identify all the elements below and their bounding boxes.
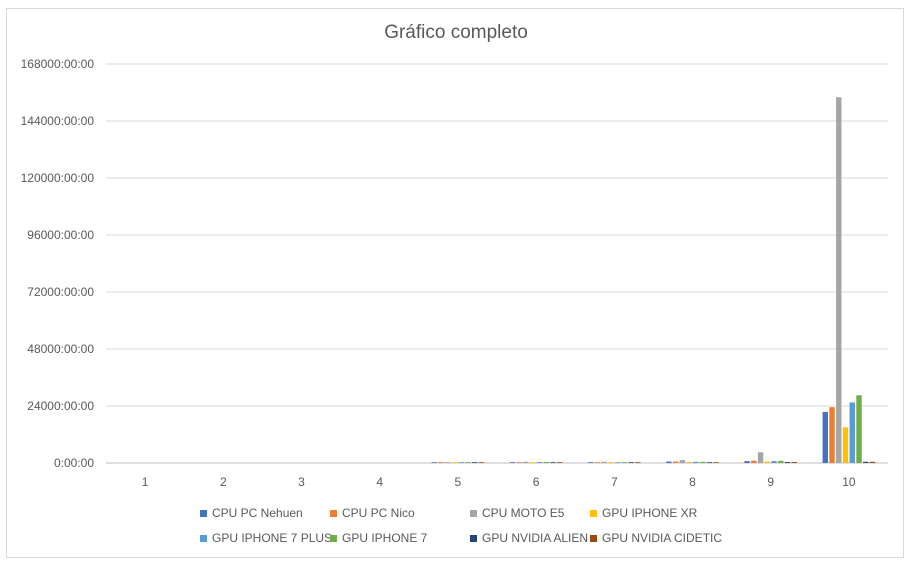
bar xyxy=(550,462,556,463)
y-tick-label: 144000:00:00 xyxy=(21,114,95,128)
legend-item: CPU PC Nico xyxy=(330,506,415,520)
legend-label: GPU NVIDIA CIDETIC xyxy=(602,531,723,545)
x-tick-label: 9 xyxy=(767,475,774,489)
y-tick-label: 0:00:00 xyxy=(54,456,94,470)
bar xyxy=(863,461,869,463)
x-tick-label: 6 xyxy=(533,475,540,489)
bar xyxy=(478,462,485,463)
bar xyxy=(713,462,719,463)
x-tick-label: 1 xyxy=(142,475,149,489)
bar xyxy=(706,462,713,463)
bar xyxy=(757,452,764,463)
bar xyxy=(699,461,706,463)
bar xyxy=(771,461,777,463)
bar xyxy=(438,462,444,463)
bar xyxy=(458,462,464,463)
legend-item: GPU NVIDIA CIDETIC xyxy=(590,531,722,545)
x-tick-label: 10 xyxy=(842,475,856,489)
bar xyxy=(822,411,828,463)
legend-label: CPU PC Nehuen xyxy=(212,506,303,520)
x-tick-label: 3 xyxy=(298,475,305,489)
x-tick-label: 2 xyxy=(220,475,227,489)
legend-swatch xyxy=(590,534,597,542)
chart-title: Gráfico completo xyxy=(384,22,528,43)
bar xyxy=(693,461,699,463)
bar xyxy=(608,462,614,463)
x-tick-label: 5 xyxy=(455,475,462,489)
x-tick-label: 4 xyxy=(376,475,383,489)
legend-item: GPU IPHONE 7 xyxy=(330,531,427,545)
bar xyxy=(778,460,784,463)
legend-label: GPU IPHONE 7 PLUS xyxy=(212,531,333,545)
bar xyxy=(869,461,876,463)
legend-swatch xyxy=(200,509,207,517)
y-tick-label: 168000:00:00 xyxy=(21,57,95,71)
bar xyxy=(764,461,771,463)
bar xyxy=(784,462,791,463)
legend-label: CPU MOTO E5 xyxy=(482,506,565,520)
bar xyxy=(536,462,543,463)
bar xyxy=(842,427,849,463)
bar xyxy=(451,462,458,463)
legend-item: CPU PC Nehuen xyxy=(200,506,303,520)
legend-swatch xyxy=(470,509,477,517)
bar xyxy=(628,462,634,463)
bar xyxy=(836,97,842,463)
bar xyxy=(465,462,471,463)
bar xyxy=(516,462,522,463)
bar xyxy=(445,462,451,463)
bar xyxy=(530,462,536,463)
bar xyxy=(849,402,855,463)
bar xyxy=(666,461,672,463)
y-tick-label: 72000:00:00 xyxy=(27,285,94,299)
legend-item: GPU IPHONE XR xyxy=(590,506,697,520)
bar xyxy=(557,462,563,463)
y-tick-label: 96000:00:00 xyxy=(27,228,94,242)
chart-area xyxy=(6,8,904,558)
legend-swatch xyxy=(590,509,597,517)
bar xyxy=(431,462,437,463)
legend-swatch xyxy=(470,534,477,542)
bar xyxy=(791,462,798,463)
bar xyxy=(744,461,750,463)
y-tick-label: 24000:00:00 xyxy=(27,399,94,413)
bar xyxy=(672,461,679,463)
y-tick-label: 48000:00:00 xyxy=(27,342,94,356)
bar xyxy=(594,462,601,463)
bar xyxy=(614,462,621,463)
x-tick-label: 8 xyxy=(689,475,696,489)
legend-label: GPU NVIDIA ALIEN xyxy=(482,531,589,545)
legend-item: CPU MOTO E5 xyxy=(470,506,564,520)
legend-swatch xyxy=(330,534,337,542)
legend-label: GPU IPHONE XR xyxy=(602,506,698,520)
bar xyxy=(523,461,529,463)
bar xyxy=(601,461,607,463)
bar xyxy=(751,460,757,463)
legend-swatch xyxy=(200,534,207,542)
x-tick-label: 7 xyxy=(611,475,618,489)
legend-label: CPU PC Nico xyxy=(342,506,415,520)
legend-item: GPU IPHONE 7 PLUS xyxy=(200,531,332,545)
legend-swatch xyxy=(330,509,337,517)
bar xyxy=(686,462,692,463)
legend-label: GPU IPHONE 7 xyxy=(342,531,428,545)
bar xyxy=(635,462,641,463)
bar xyxy=(856,395,862,463)
bar xyxy=(543,462,549,463)
legend-item: GPU NVIDIA ALIEN xyxy=(470,531,588,545)
bar xyxy=(587,462,594,463)
bar xyxy=(829,407,835,463)
bar xyxy=(621,462,628,463)
bar xyxy=(679,460,686,463)
bar xyxy=(472,462,478,463)
y-tick-label: 120000:00:00 xyxy=(21,171,95,185)
bar xyxy=(509,462,516,463)
